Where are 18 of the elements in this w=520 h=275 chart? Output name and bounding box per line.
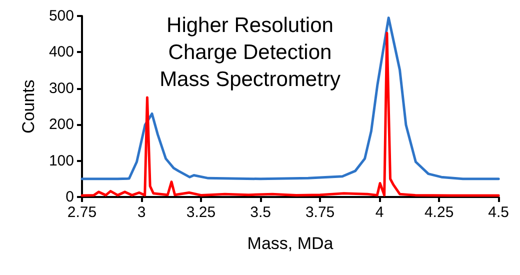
y-tick-label: 100	[48, 152, 74, 170]
annotation: Higher Resolution Charge Detection Mass Spectrometry	[160, 14, 341, 91]
x-tick-label: 3.25	[186, 204, 216, 221]
y-tick-label: 500	[48, 8, 74, 24]
y-axis-title: Counts	[19, 80, 38, 134]
x-tick-label: 3.5	[250, 204, 271, 221]
y-tick-label: 200	[48, 116, 74, 134]
y-tick-label: 300	[48, 80, 74, 97]
x-tick-label: 4.25	[424, 204, 454, 221]
x-tick-label: 3	[137, 204, 146, 221]
y-tick-label: 400	[48, 44, 74, 61]
line-series	[80, 16, 500, 180]
x-axis-title: Mass, MDa	[247, 234, 334, 253]
x-tick-label: 3.75	[305, 204, 335, 221]
x-tick-label: 4	[375, 204, 384, 221]
x-tick-label: 2.75	[67, 204, 97, 221]
y-tick-label: 0	[66, 188, 74, 206]
x-tick-label: 4.5	[488, 204, 510, 221]
